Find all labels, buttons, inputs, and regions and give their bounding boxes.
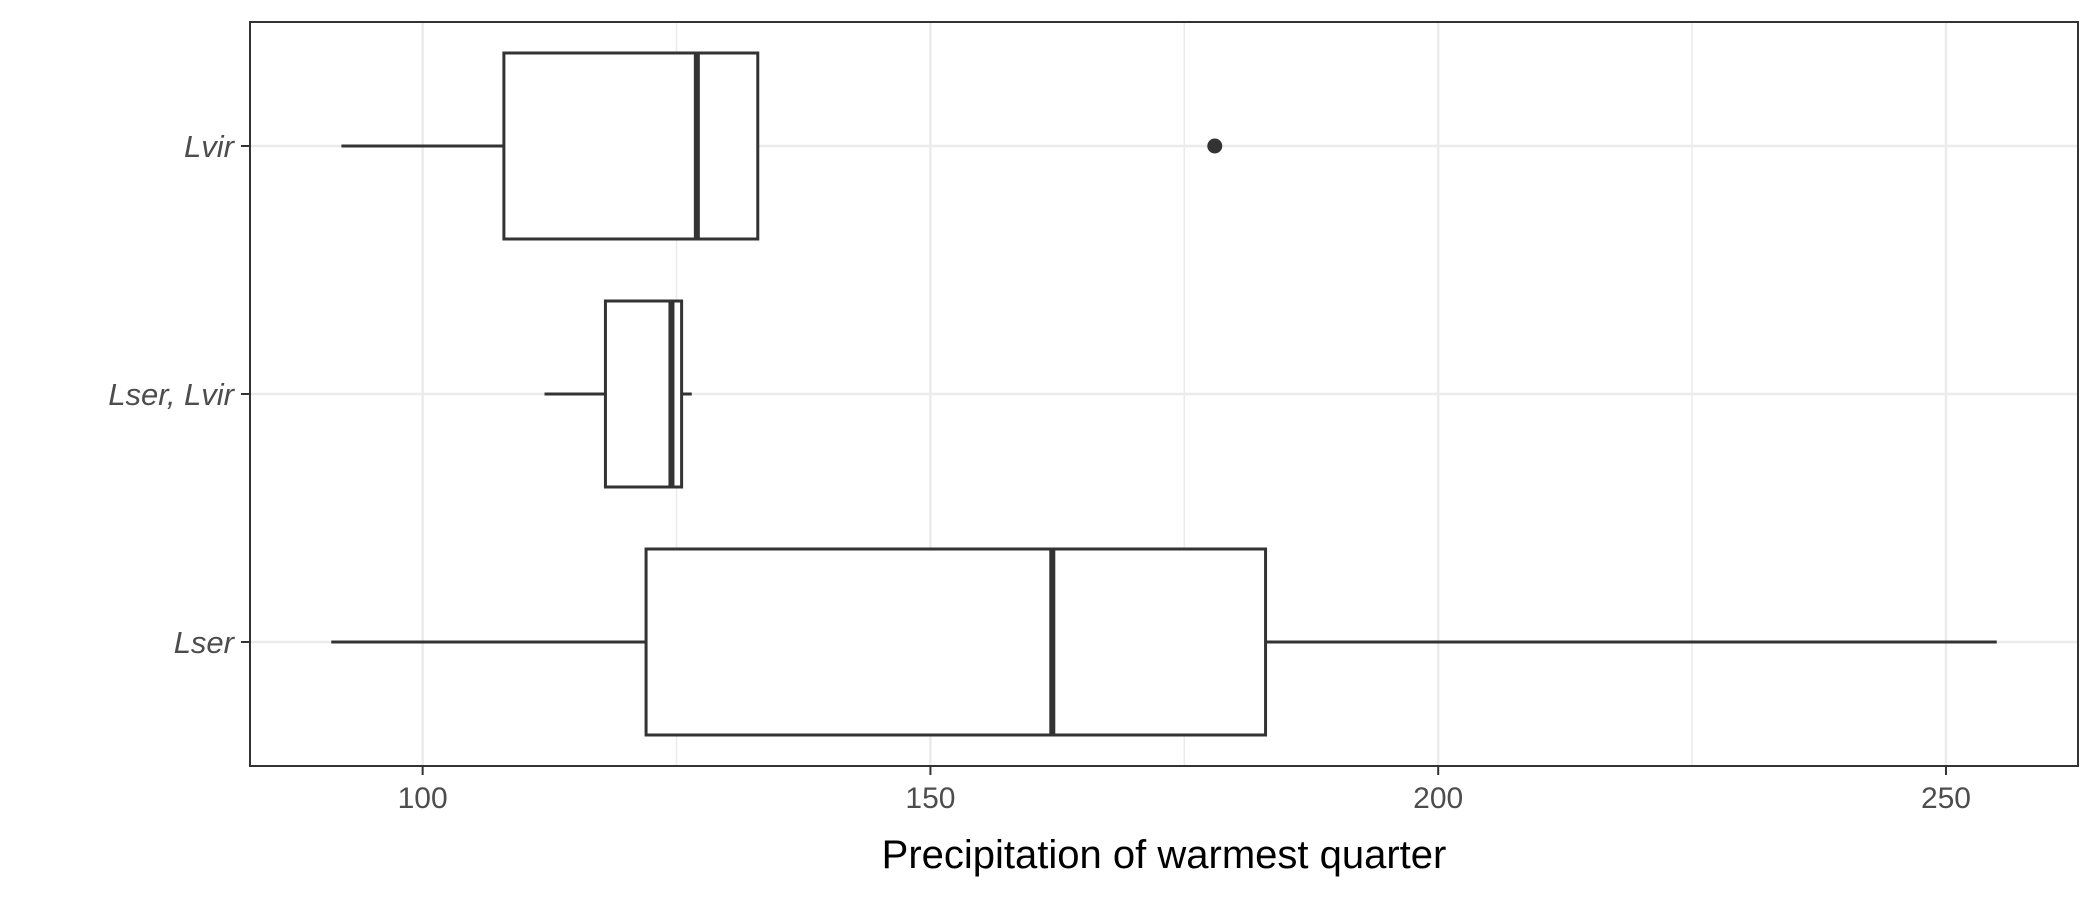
box-lvir: [341, 51, 1223, 241]
box-iqr: [644, 547, 1268, 737]
box-iqr: [502, 51, 760, 241]
y-category-label: Lvir: [184, 129, 236, 164]
x-tick-label: 250: [1921, 782, 1971, 815]
axes: 100 150 200 250 Lser Lser, Lvir Lvir: [108, 129, 1971, 815]
box-series: [331, 51, 1997, 737]
box-lser-lvir: [544, 299, 692, 489]
x-tick-label: 150: [905, 782, 955, 815]
outlier-point: [1207, 138, 1223, 154]
x-tick-label: 100: [398, 782, 448, 815]
x-axis-title: Precipitation of warmest quarter: [882, 833, 1447, 877]
box-lser: [331, 547, 1997, 737]
x-tick-label: 200: [1413, 782, 1463, 815]
y-category-label: Lser, Lvir: [108, 377, 235, 412]
y-category-label: Lser: [174, 625, 236, 660]
